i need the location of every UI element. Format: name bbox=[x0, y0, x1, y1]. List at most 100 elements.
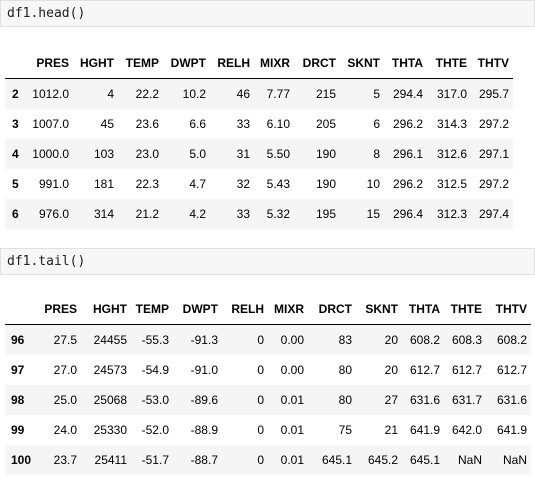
table-cell: 1007.0 bbox=[32, 117, 69, 131]
table-cell: 5.32 bbox=[266, 207, 290, 221]
column-header: THTA bbox=[384, 48, 427, 79]
table-cell: 0 bbox=[257, 333, 264, 347]
table-cell: -91.0 bbox=[190, 363, 218, 377]
table-cell: -89.6 bbox=[190, 393, 218, 407]
table-cell: 20 bbox=[384, 363, 398, 377]
table-cell: -88.7 bbox=[190, 453, 218, 467]
table-cell: 80 bbox=[338, 393, 352, 407]
table-cell: 83 bbox=[338, 333, 352, 347]
table-cell: 297.2 bbox=[478, 117, 509, 131]
table-cell: 80 bbox=[338, 363, 352, 377]
table-cell: 296.2 bbox=[392, 117, 423, 131]
table-cell: 5.43 bbox=[266, 177, 290, 191]
table-cell: 4.7 bbox=[189, 177, 206, 191]
column-header: MIXR bbox=[254, 48, 294, 79]
table-cell: 297.2 bbox=[478, 177, 509, 191]
table-cell: 0 bbox=[257, 393, 264, 407]
code-text[interactable]: df1.tail() bbox=[7, 254, 86, 269]
table-cell: 4 bbox=[107, 87, 114, 101]
table-cell: 20 bbox=[384, 333, 398, 347]
table-cell: 10.2 bbox=[182, 87, 206, 101]
output-tail: PRES HGHT TEMP DWPT RELH MIXR DRCT SKNT THTA THTE… bbox=[0, 294, 531, 475]
table-cell: 608.2 bbox=[409, 333, 440, 347]
column-header: THTE bbox=[444, 294, 486, 325]
column-header: THTV bbox=[471, 48, 513, 79]
row-index: 98 bbox=[11, 393, 25, 407]
table-cell: 215 bbox=[315, 87, 336, 101]
table-row: 5 991.0 181 22.3 4.7 32 5.43 190 10 296.2 312.5 297… bbox=[5, 169, 513, 199]
column-header: DWPT bbox=[163, 48, 210, 79]
table-cell: 4.2 bbox=[189, 207, 206, 221]
table-cell: 0.01 bbox=[280, 393, 304, 407]
table-cell: 0 bbox=[257, 363, 264, 377]
table-cell: 5.50 bbox=[266, 147, 290, 161]
table-header-row: PRES HGHT TEMP DWPT RELH MIXR DRCT SKNT THTA THTE… bbox=[5, 48, 513, 79]
table-cell: -51.7 bbox=[141, 453, 169, 467]
table-cell: 608.2 bbox=[496, 333, 527, 347]
row-index: 6 bbox=[12, 207, 19, 221]
table-row: 3 1007.0 45 23.6 6.6 33 6.10 205 6 296.2 314.3 297.… bbox=[5, 109, 513, 139]
table-row: 96 27.5 24455 -55.3 -91.3 0 0.00 83 20 608.2 608.3… bbox=[5, 324, 531, 355]
table-cell: 32 bbox=[236, 177, 250, 191]
table-row: 100 23.7 25411 -51.7 -88.7 0 0.01 645.1 645.2 645… bbox=[5, 445, 531, 475]
table-cell: 7.77 bbox=[266, 87, 290, 101]
table-cell: 25.0 bbox=[53, 393, 77, 407]
table-cell: 21.2 bbox=[135, 207, 159, 221]
table-cell: 33 bbox=[236, 207, 250, 221]
code-cell-head[interactable]: df1.head() bbox=[0, 0, 535, 27]
table-row: 6 976.0 314 21.2 4.2 33 5.32 195 15 296.4 312.3 297… bbox=[5, 199, 513, 229]
column-header: PRES bbox=[35, 294, 81, 325]
table-cell: NaN bbox=[502, 453, 527, 467]
table-cell: 296.1 bbox=[392, 147, 423, 161]
table-cell: 297.4 bbox=[478, 207, 509, 221]
table-cell: 25068 bbox=[93, 393, 127, 407]
table-cell: 33 bbox=[236, 117, 250, 131]
table-cell: 190 bbox=[315, 147, 336, 161]
table-cell: 612.7 bbox=[451, 363, 482, 377]
table-cell: 297.1 bbox=[478, 147, 509, 161]
table-row: 98 25.0 25068 -53.0 -89.6 0 0.01 80 27 631.6 631.7… bbox=[5, 385, 531, 415]
row-index: 100 bbox=[11, 453, 32, 467]
row-index: 5 bbox=[12, 177, 19, 191]
code-cell-tail[interactable]: df1.tail() bbox=[0, 248, 535, 275]
dataframe-head-table: PRES HGHT TEMP DWPT RELH MIXR DRCT SKNT THTA THTE… bbox=[5, 48, 513, 229]
table-cell: 45 bbox=[100, 117, 114, 131]
table-cell: 15 bbox=[366, 207, 380, 221]
column-header: SKNT bbox=[356, 294, 402, 325]
table-cell: 976.0 bbox=[38, 207, 69, 221]
row-index: 3 bbox=[12, 117, 19, 131]
table-cell: 295.7 bbox=[478, 87, 509, 101]
table-cell: 642.0 bbox=[451, 423, 482, 437]
table-cell: 0.01 bbox=[280, 423, 304, 437]
table-cell: 645.1 bbox=[321, 453, 352, 467]
table-cell: 612.7 bbox=[496, 363, 527, 377]
table-cell: -53.0 bbox=[141, 393, 169, 407]
column-header: THTE bbox=[427, 48, 471, 79]
table-cell: 8 bbox=[373, 147, 380, 161]
table-cell: 21 bbox=[384, 423, 398, 437]
table-cell: 645.2 bbox=[367, 453, 398, 467]
table-cell: 296.4 bbox=[392, 207, 423, 221]
table-cell: 0.01 bbox=[280, 453, 304, 467]
code-text[interactable]: df1.head() bbox=[7, 6, 86, 21]
table-cell: 312.6 bbox=[436, 147, 467, 161]
column-header: THTV bbox=[486, 294, 531, 325]
column-header: TEMP bbox=[131, 294, 173, 325]
table-cell: -88.9 bbox=[190, 423, 218, 437]
table-cell: 0.00 bbox=[280, 363, 304, 377]
table-cell: 631.6 bbox=[409, 393, 440, 407]
table-cell: 317.0 bbox=[436, 87, 467, 101]
row-index: 96 bbox=[11, 333, 25, 347]
table-cell: 0 bbox=[257, 423, 264, 437]
column-header: TEMP bbox=[118, 48, 163, 79]
table-cell: -55.3 bbox=[141, 333, 169, 347]
table-cell: 312.5 bbox=[436, 177, 467, 191]
table-cell: 24.0 bbox=[53, 423, 77, 437]
table-cell: 608.3 bbox=[451, 333, 482, 347]
table-cell: 6.10 bbox=[266, 117, 290, 131]
table-cell: 312.3 bbox=[436, 207, 467, 221]
table-cell: 5.0 bbox=[189, 147, 206, 161]
table-cell: 5 bbox=[373, 87, 380, 101]
table-cell: 23.0 bbox=[135, 147, 159, 161]
table-cell: NaN bbox=[457, 453, 482, 467]
